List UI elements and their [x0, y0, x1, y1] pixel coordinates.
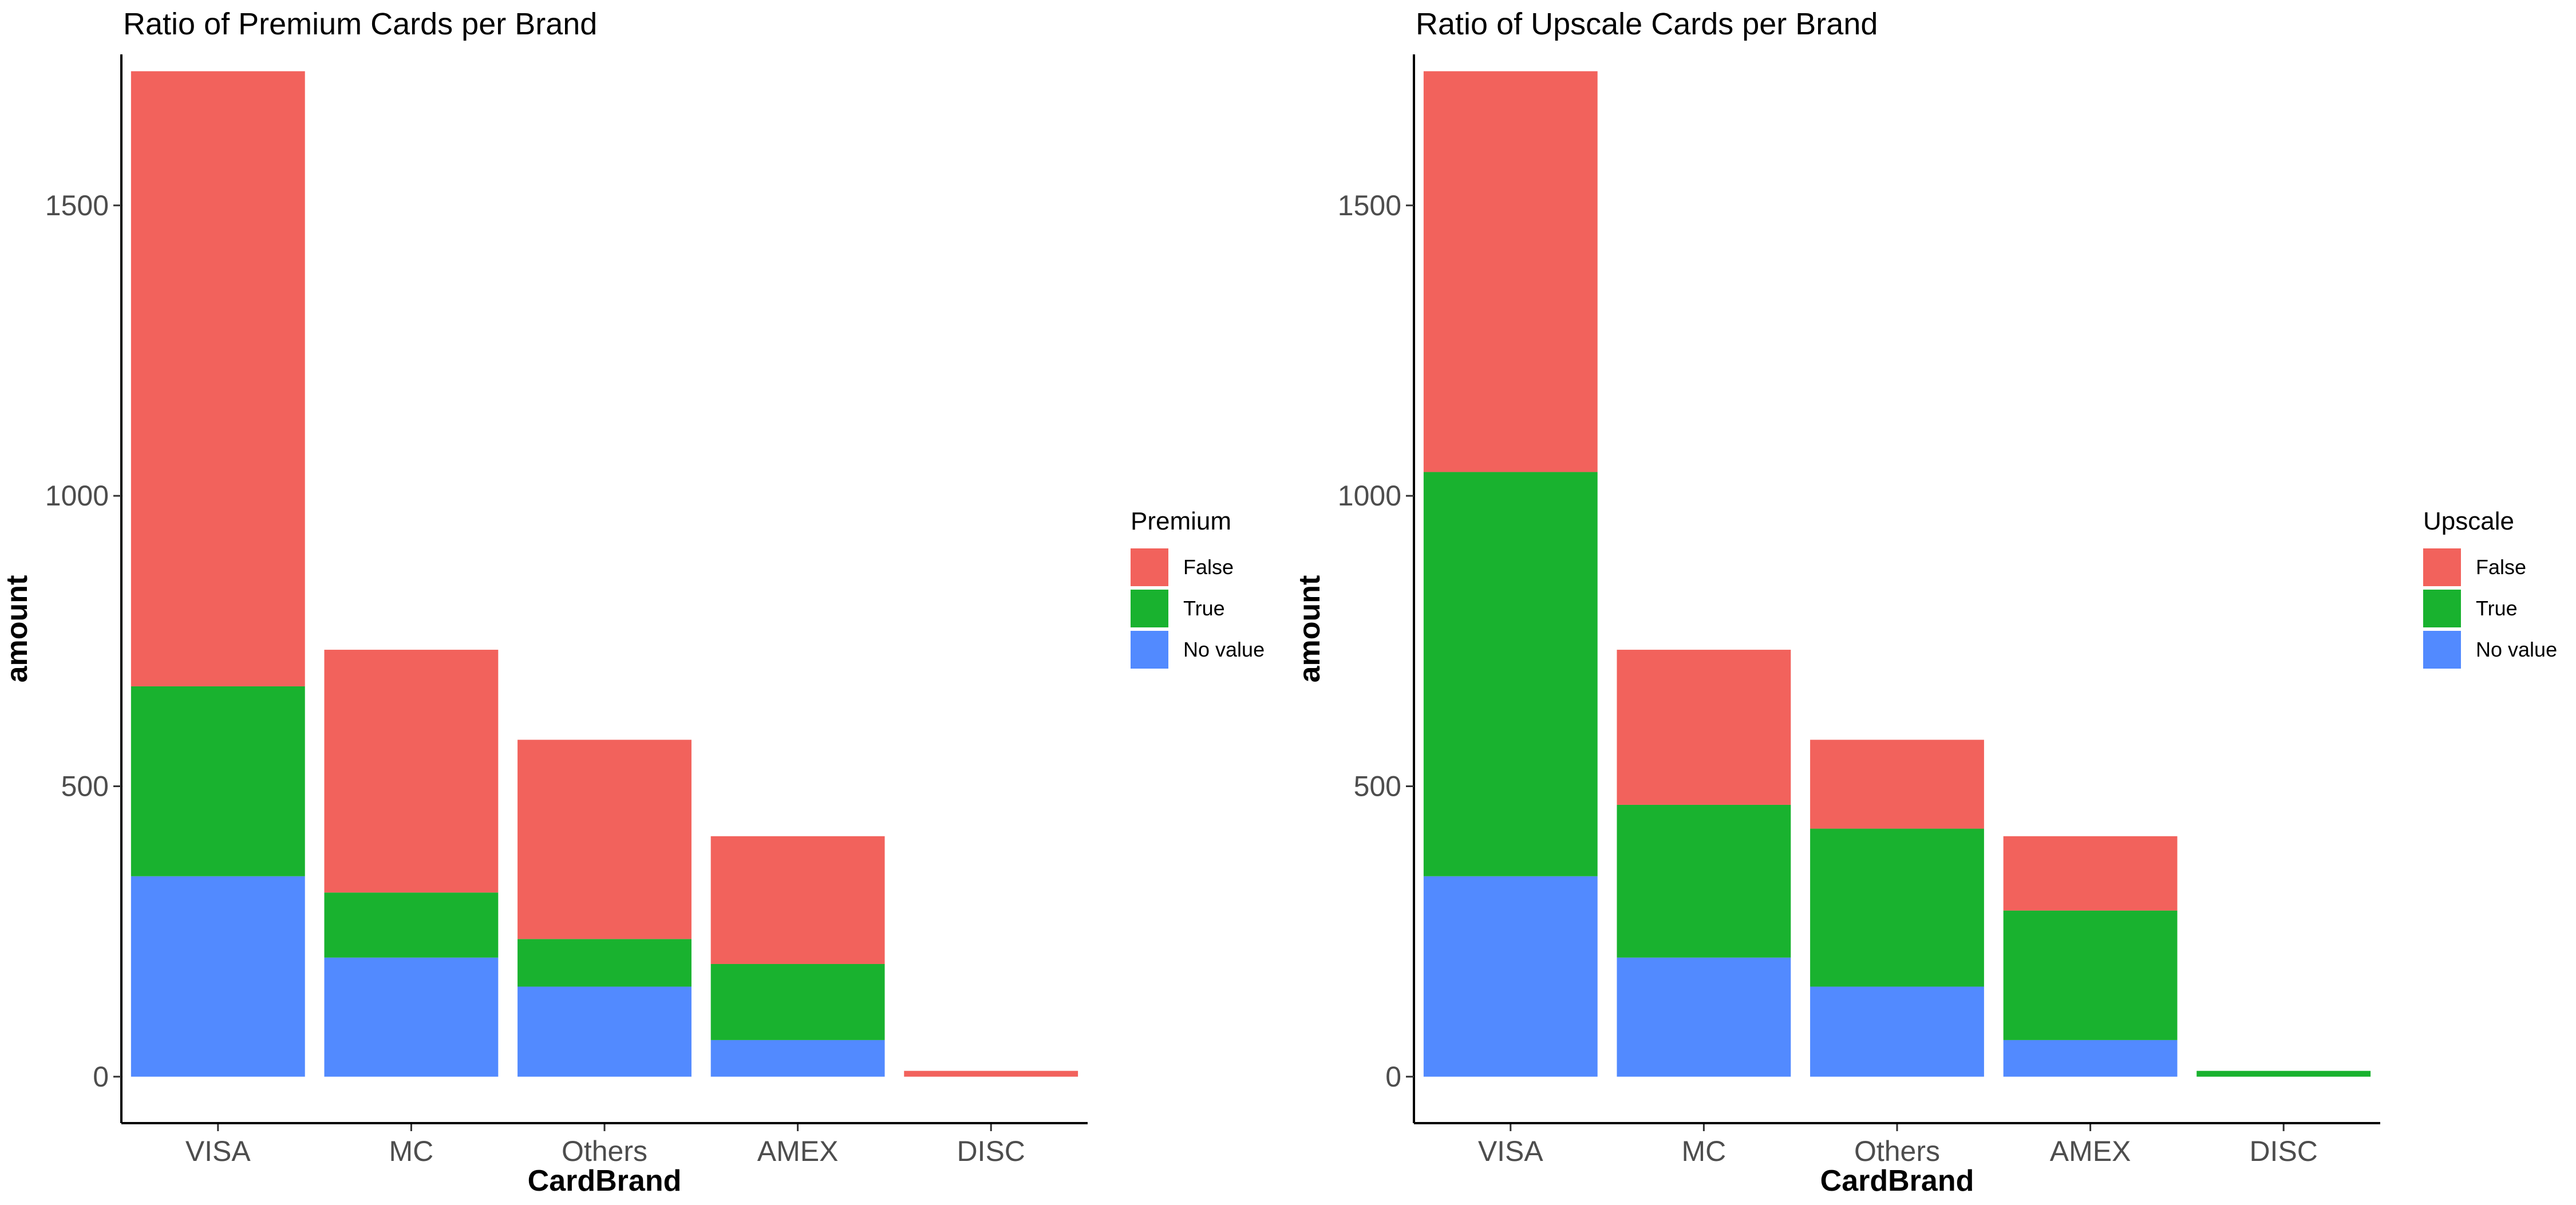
- bar-disc-false: [904, 1071, 1078, 1077]
- legend-key-no-value: [2423, 631, 2461, 669]
- legend-key-false: [2423, 548, 2461, 586]
- bar-mc-false: [324, 650, 498, 892]
- y-tick-label: 500: [1354, 770, 1401, 802]
- legend-key-false: [1131, 548, 1168, 586]
- bar-others-true: [1810, 829, 1984, 987]
- x-axis-title: CardBrand: [528, 1164, 682, 1198]
- legend-label: False: [2476, 555, 2526, 579]
- bar-amex-false: [2004, 836, 2178, 911]
- legend-label: False: [1183, 555, 1234, 579]
- bar-amex-false: [711, 836, 885, 964]
- bar-mc-no-value: [1617, 958, 1791, 1077]
- bar-amex-true: [711, 964, 885, 1040]
- bar-amex-no-value: [2004, 1040, 2178, 1077]
- legend-label: True: [1183, 596, 1225, 620]
- chart-title: Ratio of Premium Cards per Brand: [123, 7, 597, 41]
- legend-label: True: [2476, 596, 2518, 620]
- chart-title: Ratio of Upscale Cards per Brand: [1416, 7, 1878, 41]
- bar-others-false: [517, 740, 692, 939]
- bar-disc-true: [2196, 1071, 2370, 1077]
- legend: Premium False True No value: [1131, 507, 1265, 669]
- y-tick-label: 1000: [1338, 480, 1401, 512]
- bar-visa-false: [1424, 71, 1598, 472]
- bar-visa-true: [131, 686, 305, 876]
- bar-amex-no-value: [711, 1040, 885, 1077]
- legend-label: No value: [1183, 638, 1265, 661]
- x-tick-label: MC: [389, 1135, 434, 1167]
- x-tick-label: Others: [562, 1135, 647, 1167]
- bar-others-true: [517, 939, 692, 986]
- legend-label: No value: [2476, 638, 2557, 661]
- bar-mc-false: [1617, 650, 1791, 805]
- bar-others-no-value: [1810, 987, 1984, 1077]
- y-tick-label: 1500: [45, 189, 109, 222]
- y-axis-title: amount: [1293, 575, 1326, 683]
- bar-visa-true: [1424, 472, 1598, 876]
- legend-key-true: [1131, 590, 1168, 627]
- legend-title: Upscale: [2423, 507, 2514, 535]
- bar-others-false: [1810, 740, 1984, 828]
- legend-key-true: [2423, 590, 2461, 627]
- bar-others-no-value: [517, 987, 692, 1077]
- bar-visa-no-value: [1424, 876, 1598, 1077]
- legend-title: Premium: [1131, 507, 1231, 535]
- bar-amex-true: [2004, 911, 2178, 1040]
- bar-visa-no-value: [131, 876, 305, 1077]
- x-tick-label: DISC: [957, 1135, 1025, 1167]
- bar-visa-false: [131, 71, 305, 686]
- y-tick-label: 0: [93, 1061, 109, 1093]
- x-tick-label: Others: [1854, 1135, 1940, 1167]
- x-tick-label: MC: [1682, 1135, 1726, 1167]
- bar-mc-no-value: [324, 958, 498, 1077]
- x-tick-label: AMEX: [757, 1135, 839, 1167]
- chart-panel-1: Ratio of Premium Cards per Brand VISA MC Ot…: [1, 7, 1265, 1198]
- x-tick-label: AMEX: [2050, 1135, 2131, 1167]
- y-tick-label: 500: [61, 770, 109, 802]
- chart-panel-2: Ratio of Upscale Cards per Brand VISA MC Ot…: [1293, 7, 2557, 1198]
- legend: Upscale False True No value: [2423, 507, 2557, 669]
- x-axis-title: CardBrand: [1820, 1164, 1974, 1198]
- legend-key-no-value: [1131, 631, 1168, 669]
- x-tick-label: VISA: [1478, 1135, 1544, 1167]
- y-tick-label: 1000: [45, 480, 109, 512]
- y-axis-title: amount: [1, 575, 34, 683]
- bar-mc-true: [324, 892, 498, 958]
- x-tick-label: VISA: [185, 1135, 251, 1167]
- x-tick-label: DISC: [2249, 1135, 2317, 1167]
- bar-mc-true: [1617, 805, 1791, 958]
- y-tick-label: 0: [1385, 1061, 1401, 1093]
- y-tick-label: 1500: [1338, 189, 1401, 222]
